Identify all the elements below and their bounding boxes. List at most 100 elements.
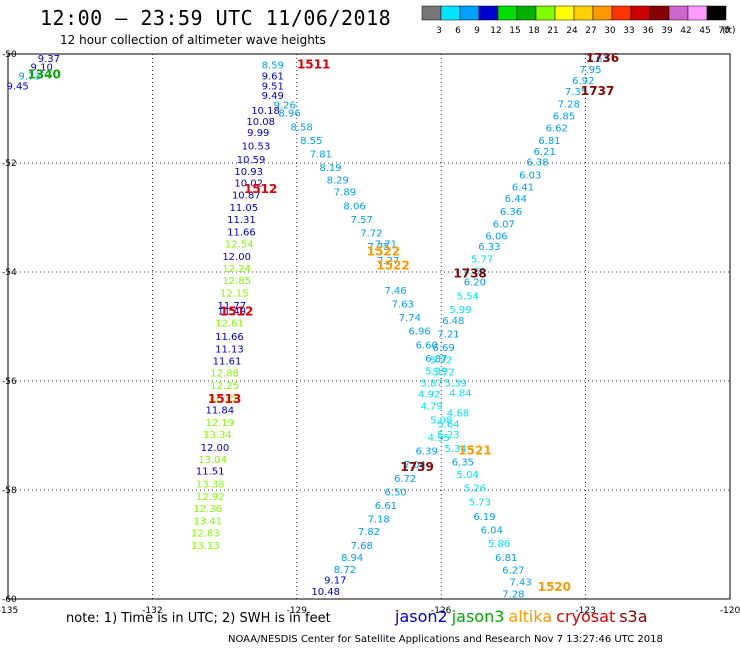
wave-height-value: 12.00 bbox=[201, 443, 230, 454]
wave-height-value: 7.72 bbox=[360, 229, 382, 240]
wave-height-value: 5.72 bbox=[430, 356, 452, 367]
wave-height-value: 6.36 bbox=[500, 207, 522, 218]
wave-height-value: 10.48 bbox=[311, 587, 340, 598]
scale-label: 24 bbox=[566, 26, 578, 36]
wave-height-value: 12.19 bbox=[205, 418, 234, 429]
wave-height-value: 6.85 bbox=[553, 111, 575, 122]
lon-tick-label: -132 bbox=[142, 606, 162, 616]
satellite-legend-item: cryosat bbox=[556, 607, 616, 626]
wave-height-value: 6.50 bbox=[384, 487, 406, 498]
wave-height-value: 11.84 bbox=[205, 406, 234, 417]
wave-height-value: 5.39 bbox=[425, 366, 447, 377]
wave-height-value: 6.61 bbox=[375, 501, 397, 512]
wave-height-value: 12.88 bbox=[210, 369, 239, 380]
wave-height-value: 7.04 bbox=[404, 460, 426, 471]
wave-height-value: 11.31 bbox=[227, 215, 256, 226]
wave-height-value: 6.92 bbox=[572, 76, 594, 87]
wave-height-value: 11.05 bbox=[230, 203, 259, 214]
wave-height-value: 6.69 bbox=[432, 343, 454, 354]
wave-height-value: 7.35 bbox=[565, 87, 587, 98]
wave-height-value: 11.61 bbox=[213, 357, 242, 368]
wave-height-value: 12.25 bbox=[210, 381, 239, 392]
wave-height-value: 7.63 bbox=[587, 54, 609, 65]
wave-height-value: 6.81 bbox=[495, 553, 517, 564]
map-frame bbox=[7, 53, 731, 600]
wave-height-value: 7.63 bbox=[392, 299, 414, 310]
wave-height-value: 7.68 bbox=[351, 541, 373, 552]
wave-height-value: 5.87 bbox=[420, 378, 442, 389]
wave-height-value: 11.49 bbox=[217, 307, 246, 318]
wave-height-value: 10.59 bbox=[237, 155, 266, 166]
wave-height-value: 6.27 bbox=[502, 565, 524, 576]
footer-note: note: 1) Time is in UTC; 2) SWH is in fe… bbox=[66, 611, 331, 626]
pass-time-label: 1520 bbox=[538, 580, 571, 594]
wave-height-value: 10.53 bbox=[242, 141, 271, 152]
wave-height-value: 11.51 bbox=[196, 467, 225, 478]
wave-height-value: 9.61 bbox=[262, 72, 284, 83]
wave-height-value: 6.39 bbox=[416, 447, 438, 458]
wave-height-value: 8.96 bbox=[278, 109, 300, 120]
wave-height-value: 11.66 bbox=[227, 227, 256, 238]
wave-height-value: 12.15 bbox=[220, 289, 249, 300]
wave-height-value: 9.10 bbox=[31, 62, 53, 73]
wave-height-value: 7.43 bbox=[509, 577, 531, 588]
page-title: 12:00 — 23:59 UTC 11/06/2018 bbox=[40, 6, 392, 30]
wave-height-value: 7.28 bbox=[502, 589, 524, 600]
wave-height-value: 12.61 bbox=[215, 319, 244, 330]
wave-height-value: 12.35 bbox=[208, 394, 237, 405]
pass-time-label: 1512 bbox=[244, 182, 277, 196]
wave-height-value: 8.94 bbox=[341, 553, 363, 564]
wave-height-value: 6.41 bbox=[512, 182, 534, 193]
wave-height-value: 7.27 bbox=[377, 256, 399, 267]
lat-tick-label: -60 bbox=[2, 595, 17, 605]
wave-height-value: 4.89 bbox=[464, 267, 486, 278]
scale-label: 33 bbox=[623, 26, 634, 36]
wave-height-value: 10.93 bbox=[234, 167, 263, 178]
wave-height-value: 5.39 bbox=[445, 378, 467, 389]
wave-height-value: 8.29 bbox=[327, 176, 349, 187]
lat-tick-label: -58 bbox=[2, 486, 17, 496]
satellite-legend-item: s3a bbox=[619, 607, 648, 626]
scale-label: 27 bbox=[585, 26, 596, 36]
pass-time-label: 1736 bbox=[586, 51, 619, 65]
scale-label: 21 bbox=[547, 26, 558, 36]
pass-time-label: 1739 bbox=[400, 460, 433, 474]
wave-height-value: 9.17 bbox=[324, 576, 346, 587]
scale-label: 39 bbox=[661, 26, 673, 36]
satellite-legend-item: jason2 bbox=[395, 607, 448, 626]
pass-time-label: 1522 bbox=[367, 245, 400, 259]
lat-tick-label: -54 bbox=[2, 268, 17, 278]
scale-label: 3 bbox=[436, 26, 442, 36]
pass-time-label: 1511 bbox=[297, 58, 330, 72]
satellite-legend-item: altika bbox=[508, 607, 553, 626]
wave-height-value: 6.21 bbox=[534, 147, 556, 158]
wave-height-value: 5.26 bbox=[464, 484, 486, 495]
footer-credit: NOAA/NESDIS Center for Satellite Applica… bbox=[228, 634, 663, 645]
wave-height-value: 11.13 bbox=[215, 345, 244, 356]
wave-height-value: 13.04 bbox=[198, 455, 227, 466]
wave-height-value: 6.81 bbox=[538, 136, 560, 147]
satellite-legend: jason2 jason3 altika cryosat s3a bbox=[395, 607, 652, 626]
scale-label: 45 bbox=[699, 26, 710, 36]
wave-height-value: 6.44 bbox=[505, 194, 527, 205]
wave-height-value: 12.54 bbox=[225, 239, 254, 250]
wave-height-value: 5.23 bbox=[437, 430, 459, 441]
wave-height-value: 9.37 bbox=[38, 54, 60, 65]
wave-height-value: 6.87 bbox=[425, 354, 447, 365]
wave-height-value: 11.66 bbox=[215, 332, 244, 343]
wave-height-value: 9.51 bbox=[262, 81, 284, 92]
wave-height-value: 6.07 bbox=[493, 219, 515, 230]
scale-label: 6 bbox=[455, 26, 461, 36]
wave-height-value: 8.59 bbox=[262, 61, 284, 72]
wave-height-value: 4.95 bbox=[428, 433, 450, 444]
wave-height-value: 13.13 bbox=[191, 541, 220, 552]
wave-height-value: 5.54 bbox=[457, 291, 479, 302]
lat-tick-label: -50 bbox=[2, 50, 17, 60]
wave-height-value: 6.35 bbox=[452, 457, 474, 468]
wave-height-value: 8.06 bbox=[343, 201, 365, 212]
pass-time-label: 1513 bbox=[208, 392, 241, 406]
wave-height-value: 6.62 bbox=[546, 123, 568, 134]
wave-height-value: 9.73 bbox=[19, 72, 41, 83]
scale-label: 70 bbox=[718, 26, 730, 36]
wave-height-value: 11.77 bbox=[217, 301, 246, 312]
